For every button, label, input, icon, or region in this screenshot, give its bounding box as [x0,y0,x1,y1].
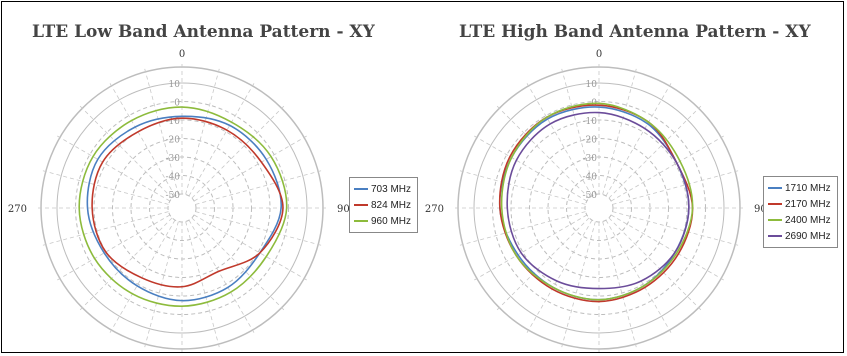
r-tick-label: -10 [583,117,598,127]
grid-spoke [56,135,171,202]
angle-label: 270 [425,204,444,215]
grid-spoke [526,82,593,197]
grid-ring [566,175,632,241]
grid-spoke [496,105,590,199]
legend-label: 2170 MHz [785,198,831,210]
r-tick-label: 10 [586,80,598,90]
grid-spoke [79,105,173,199]
legend-label: 1710 MHz [785,182,831,194]
r-tick-label: -30 [583,154,598,164]
grid-spoke [605,82,672,197]
grid-spoke [193,135,308,202]
grid-spoke [56,214,171,281]
grid-spoke [473,214,588,281]
grid-ring [529,138,669,278]
grid-spoke [612,211,740,246]
grid-spoke [458,211,586,246]
legend-swatch [768,187,782,189]
r-tick-label: -40 [583,173,598,183]
legend-swatch [354,220,368,222]
legend-entry: 1710 MHz [768,180,831,196]
r-tick-label: 10 [169,80,181,90]
chart-title: LTE Low Band Antenna Pattern - XY [32,22,375,42]
grid-spoke [188,82,255,197]
grid-ring [473,82,725,334]
chart-panel-low-band: LTE Low Band Antenna Pattern - XY 10 0 -10… [2,2,423,354]
grid-spoke [612,170,740,205]
legend-label: 960 MHz [371,215,412,227]
legend-swatch [768,235,782,237]
grid-spoke [561,221,596,349]
grid-spoke [109,82,176,197]
grid-spoke [191,105,285,199]
legend-label: 2690 MHz [785,230,831,242]
legend-swatch [768,203,782,205]
grid-spoke [195,211,323,246]
series-line [91,117,284,288]
grid-spoke [41,211,169,246]
grid-spoke [185,221,220,349]
legend-swatch [768,219,782,221]
legend-entry: 703 MHz [354,181,411,197]
grid-spoke [144,67,179,195]
r-tick-label: -50 [166,191,181,201]
chart-title: LTE High Band Antenna Pattern - XY [459,22,811,42]
grid-spoke [473,135,588,202]
grid-spoke [41,170,169,205]
angle-label: 0 [179,49,185,60]
grid-spoke [185,67,220,195]
series-line [78,106,288,307]
series-line [506,111,690,290]
grid-spoke [561,67,596,195]
angle-label: 270 [8,204,27,215]
angle-label: 90 [337,204,350,215]
angle-label: 90 [754,204,767,215]
legend-entry: 960 MHz [354,213,411,229]
legend-label: 2400 MHz [785,214,831,226]
grid-spoke [605,219,672,334]
chart-panel-high-band: LTE High Band Antenna Pattern - XY 10 0 -1… [423,2,845,354]
legend-high-band: 1710 MHz 2170 MHz 2400 MHz 2690 MHz [763,176,838,248]
legend-label: 703 MHz [371,183,412,195]
series-line [500,102,694,301]
grid-spoke [602,67,637,195]
grid-spoke [610,214,725,281]
legend-swatch [354,204,368,206]
grid-spoke [526,219,593,334]
angle-label: 0 [596,49,602,60]
r-tick-label: -10 [166,117,181,127]
grid-ring [56,82,308,334]
r-tick-label: -20 [583,136,598,146]
r-tick-label: -50 [583,191,598,201]
grid-spoke [188,219,255,334]
series-line [86,115,282,302]
legend-entry: 824 MHz [354,197,411,213]
legend-entry: 2400 MHz [768,212,831,228]
grid-spoke [458,170,586,205]
grid-spoke [608,105,702,199]
legend-entry: 2690 MHz [768,228,831,244]
polar-chart-low-band: 100-10-20-30-40-50090180270 [8,49,350,353]
grid-spoke [602,221,637,349]
grid-spoke [193,214,308,281]
legend-low-band: 703 MHz 824 MHz 960 MHz [349,177,419,233]
grid-spoke [195,170,323,205]
r-tick-label: -30 [166,154,181,164]
grid-spoke [109,219,176,334]
grid-spoke [79,217,173,311]
legend-entry: 2170 MHz [768,196,831,212]
grid-spoke [496,217,590,311]
grid-spoke [610,135,725,202]
grid-ring [112,138,252,278]
r-tick-label: 0 [174,99,180,109]
legend-label: 824 MHz [371,199,412,211]
legend-swatch [354,188,368,190]
grid-ring [149,175,215,241]
grid-spoke [608,217,702,311]
r-tick-label: -40 [166,173,181,183]
r-tick-label: -20 [166,136,181,146]
polar-chart-high-band: 100-10-20-30-40-50090180270 [425,49,767,353]
